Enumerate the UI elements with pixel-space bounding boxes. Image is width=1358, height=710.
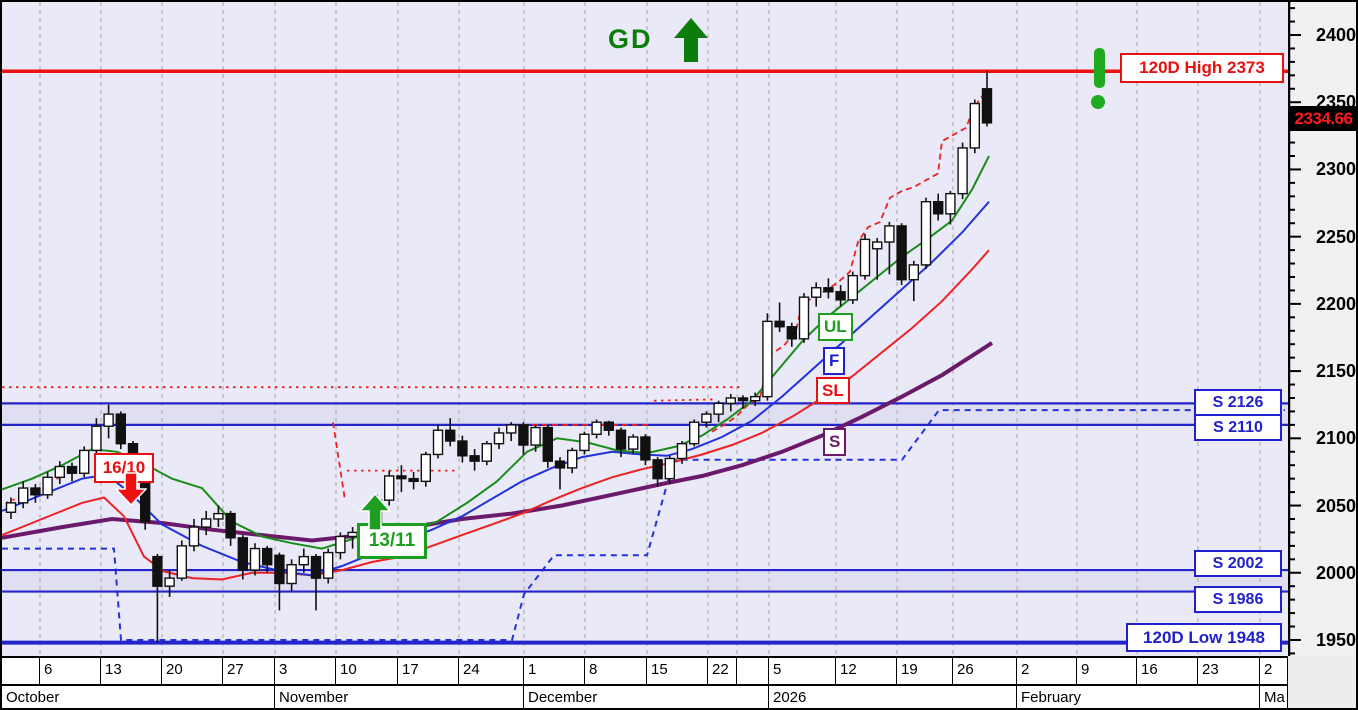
- week-cell: 20: [162, 658, 223, 684]
- trend-up-arrow-icon: [674, 18, 708, 62]
- week-cell: 12: [836, 658, 897, 684]
- week-cell: [737, 658, 769, 684]
- chart-plot-area[interactable]: GD 120D High 2373 S 2126 S 2110 S 2002 S…: [2, 2, 1288, 656]
- price-tick-label: 2150: [1315, 361, 1356, 382]
- price-tick-label: 2250: [1315, 226, 1356, 247]
- support-band: [2, 403, 1288, 425]
- ma-label-s: S: [823, 428, 847, 456]
- ma-line-s: [2, 341, 994, 543]
- support-label-2002: S 2002: [1194, 550, 1282, 577]
- date-axis: 6 13 20 27 3 10 17 24 1 8 15 22 5 12 19 26 2 9 16 23 2 Octob…: [2, 656, 1288, 708]
- ma-label-ul: UL: [818, 313, 853, 341]
- ma-label-f: F: [823, 347, 846, 375]
- week-cell: 19: [897, 658, 953, 684]
- sell-signal-label: 16/10: [94, 453, 154, 483]
- week-cell: 2: [1017, 658, 1077, 684]
- week-cell: 8: [585, 658, 647, 684]
- price-tick-label: 1950: [1315, 629, 1356, 650]
- month-cell: October: [2, 686, 275, 708]
- week-cell: 2: [1260, 658, 1288, 684]
- week-cell: 3: [275, 658, 336, 684]
- high-120d-label: 120D High 2373: [1120, 53, 1284, 83]
- week-cell: 1: [524, 658, 585, 684]
- buy-up-arrow-icon: [358, 493, 392, 531]
- price-tick-label: 2200: [1315, 293, 1356, 314]
- week-cell: 26: [953, 658, 1017, 684]
- month-cell: February: [1017, 686, 1260, 708]
- support-label-1986: S 1986: [1194, 586, 1282, 613]
- week-cell: 16: [1137, 658, 1198, 684]
- month-cell: Ma: [1260, 686, 1288, 708]
- month-label-row: October November December 2026 February Ma: [2, 684, 1288, 708]
- week-cell: [2, 658, 40, 684]
- week-cell: 13: [101, 658, 162, 684]
- support-label-2110: S 2110: [1194, 414, 1282, 441]
- month-cell: 2026: [769, 686, 1017, 708]
- price-tick-label: 2300: [1315, 159, 1356, 180]
- week-cell: 9: [1077, 658, 1137, 684]
- price-tick-label: 2050: [1315, 495, 1356, 516]
- week-cell: 24: [459, 658, 524, 684]
- buy-signal-label: 13/11: [357, 523, 427, 559]
- week-cell: 6: [40, 658, 101, 684]
- week-cell: 10: [336, 658, 398, 684]
- price-tick-label: 2400: [1315, 25, 1356, 45]
- week-cell: 27: [223, 658, 275, 684]
- support-label-2126: S 2126: [1194, 389, 1282, 416]
- candlestick-chart: [2, 2, 1288, 656]
- support-band: [2, 570, 1288, 592]
- symbol-title: GD: [608, 24, 653, 54]
- price-axis: 2400 2350 2300 2250 2200 2150 2100 2050 2000 1950…: [1287, 2, 1356, 656]
- price-tick-label: 2100: [1315, 428, 1356, 449]
- week-cell: 17: [398, 658, 459, 684]
- week-cell: 23: [1198, 658, 1260, 684]
- candlestick-series: [5, 71, 993, 643]
- week-cell: 22: [708, 658, 737, 684]
- sell-down-arrow-icon: [115, 472, 147, 506]
- price-tick-label: 2000: [1315, 562, 1356, 583]
- week-label-row: 6 13 20 27 3 10 17 24 1 8 15 22 5 12 19 26 2 9 16 23 2: [2, 658, 1288, 684]
- support-lines: [2, 402, 1288, 645]
- month-cell: December: [524, 686, 769, 708]
- last-price-tag: 2334.66: [1288, 106, 1356, 131]
- alert-exclamation-icon: [1091, 48, 1105, 109]
- low-120d-label: 120D Low 1948: [1126, 623, 1282, 652]
- ma-label-sl: SL: [816, 377, 850, 404]
- week-cell: 15: [647, 658, 708, 684]
- axis-corner: [1288, 656, 1356, 708]
- week-cell: 5: [769, 658, 836, 684]
- month-cell: November: [275, 686, 524, 708]
